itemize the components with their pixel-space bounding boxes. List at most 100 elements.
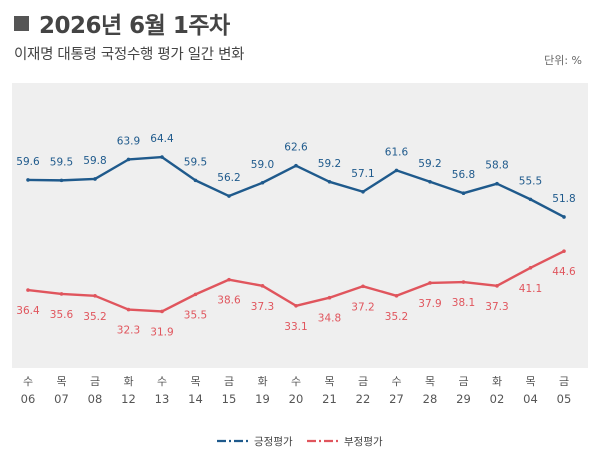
data-point-positive <box>227 194 231 198</box>
x-tick-weekday: 수 <box>23 375 33 388</box>
data-label-negative: 36.4 <box>16 305 40 317</box>
x-tick-day: 05 <box>557 392 572 406</box>
data-point-positive <box>294 163 298 168</box>
data-point-negative <box>160 309 164 314</box>
x-tick-weekday: 화 <box>123 375 133 388</box>
data-point-negative <box>193 292 198 297</box>
title-row: 2026년 6월 1주차 <box>14 6 230 40</box>
data-label-negative: 35.2 <box>83 311 106 323</box>
x-tick-weekday: 금 <box>224 375 234 388</box>
data-label-positive: 61.6 <box>385 146 409 158</box>
x-tick-day: 19 <box>255 392 270 406</box>
data-point-negative <box>562 249 566 253</box>
x-tick-day: 15 <box>222 392 237 406</box>
data-label-negative: 37.9 <box>418 298 441 310</box>
page-title: 2026년 6월 1주차 <box>39 13 230 39</box>
x-axis: 수 06 목 07 금 08 화 12 수 13 목 14 금 15 화 19 수 20 목 21 금 22 수 27 목 28 금… <box>21 375 572 406</box>
data-point-negative <box>294 303 298 308</box>
x-tick-day: 29 <box>456 392 471 406</box>
data-label-positive: 51.8 <box>552 193 575 205</box>
x-tick-weekday: 수 <box>157 375 167 388</box>
data-label-layer: 59.6 59.5 59.8 63.9 64.4 59.5 56.2 59.0 62.6 59.2… <box>16 133 576 338</box>
unit-label: 단위: % <box>544 54 582 67</box>
x-tick-weekday: 목 <box>56 375 66 388</box>
page-subtitle: 이재명 대통령 국정수행 평가 일간 변화 <box>14 47 245 63</box>
data-label-positive: 59.2 <box>418 158 441 170</box>
plot-background <box>12 83 588 368</box>
x-tick-weekday: 목 <box>425 375 435 388</box>
data-point-negative <box>227 277 231 282</box>
data-point-positive <box>260 180 265 185</box>
data-label-negative: 35.5 <box>184 309 207 321</box>
data-point-negative <box>260 284 265 288</box>
data-label-negative: 41.1 <box>519 283 542 295</box>
data-label-negative: 35.6 <box>50 309 74 321</box>
data-point-positive <box>93 177 97 181</box>
data-point-positive <box>327 180 332 184</box>
title-square-icon <box>14 15 29 31</box>
data-label-positive: 62.6 <box>284 142 308 154</box>
data-label-positive: 59.0 <box>251 159 274 171</box>
x-tick-weekday: 금 <box>90 375 100 388</box>
x-tick-weekday: 수 <box>391 375 401 388</box>
legend: 긍정평가 부정평가 <box>217 436 383 448</box>
data-point-positive <box>428 180 432 184</box>
data-point-positive <box>160 155 164 159</box>
data-point-positive <box>193 178 198 183</box>
data-point-positive <box>528 197 533 202</box>
data-point-positive <box>562 215 566 219</box>
x-tick-weekday: 목 <box>525 375 535 388</box>
data-point-positive <box>126 157 131 162</box>
data-label-positive: 59.2 <box>318 158 341 170</box>
data-label-positive: 58.8 <box>485 160 508 172</box>
x-tick-weekday: 화 <box>257 375 267 388</box>
data-point-negative <box>461 280 466 284</box>
data-label-positive: 59.5 <box>184 156 207 168</box>
data-label-positive: 56.2 <box>217 172 240 184</box>
x-tick-day: 27 <box>389 392 404 406</box>
data-point-positive <box>394 168 399 173</box>
x-tick-weekday: 목 <box>324 375 334 388</box>
data-label-positive: 59.8 <box>83 155 106 167</box>
data-point-negative <box>327 295 332 300</box>
data-point-negative <box>126 307 131 312</box>
data-point-negative <box>528 265 533 270</box>
x-tick-weekday: 금 <box>358 375 368 388</box>
data-label-negative: 32.3 <box>117 325 140 337</box>
data-point-positive <box>461 191 466 195</box>
x-tick-weekday: 수 <box>291 375 301 388</box>
x-tick-weekday: 금 <box>458 375 468 388</box>
x-tick-day: 13 <box>155 392 170 406</box>
data-label-negative: 38.6 <box>217 295 241 307</box>
x-tick-day: 21 <box>322 392 337 406</box>
data-label-negative: 31.9 <box>150 326 173 338</box>
data-label-positive: 55.5 <box>519 175 542 187</box>
x-tick-day: 02 <box>490 392 505 406</box>
data-point-negative <box>394 294 399 298</box>
data-label-positive: 57.1 <box>351 168 374 180</box>
data-point-negative <box>26 288 30 292</box>
data-label-positive: 64.4 <box>150 133 174 145</box>
data-label-negative: 35.2 <box>385 311 408 323</box>
x-tick-weekday: 목 <box>190 375 200 388</box>
data-point-negative <box>361 284 365 289</box>
data-point-negative <box>59 292 64 296</box>
data-label-positive: 56.8 <box>452 169 475 181</box>
x-tick-day: 07 <box>54 392 69 406</box>
data-label-positive: 59.6 <box>16 156 40 168</box>
data-point-positive <box>59 178 64 183</box>
x-tick-weekday: 금 <box>559 375 569 388</box>
x-tick-day: 12 <box>121 392 136 406</box>
data-point-positive <box>26 178 30 182</box>
data-label-negative: 37.2 <box>351 301 374 313</box>
data-point-positive <box>495 181 499 186</box>
data-label-negative: 44.6 <box>552 266 576 278</box>
data-label-negative: 34.8 <box>318 313 341 325</box>
x-tick-day: 22 <box>356 392 371 406</box>
data-point-negative <box>428 281 432 285</box>
x-tick-day: 14 <box>188 392 203 406</box>
data-label-negative: 37.3 <box>251 301 274 313</box>
x-tick-day: 04 <box>523 392 538 406</box>
data-point-negative <box>93 294 97 298</box>
